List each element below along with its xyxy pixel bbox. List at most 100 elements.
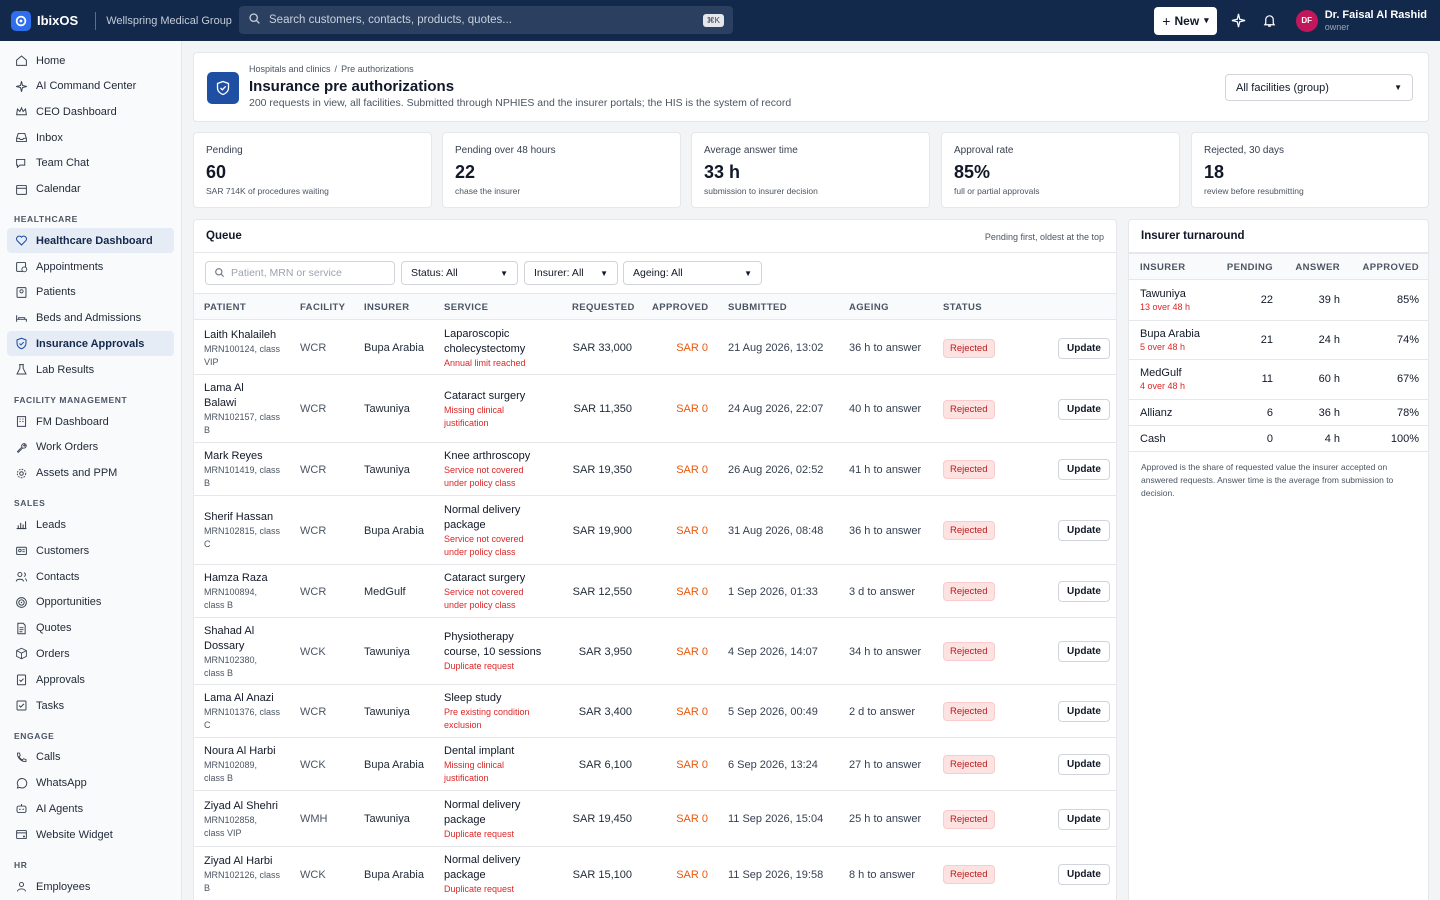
sidebar-item-whatsapp[interactable]: WhatsApp — [7, 771, 174, 796]
patient-name[interactable]: Lama Al Anazi — [204, 692, 274, 704]
column-header-submitted[interactable]: SUBMITTED — [728, 302, 788, 313]
patient-name[interactable]: Dossary — [204, 639, 245, 652]
sidebar-item-ai-agents[interactable]: AI Agents — [7, 796, 174, 821]
sidebar-item-quotes[interactable]: Quotes — [7, 616, 174, 641]
ageing-filter-select[interactable]: Ageing: All ▼ — [623, 261, 762, 285]
sidebar-item-insurance-approvals[interactable]: Insurance Approvals — [7, 331, 174, 357]
sidebar-item-ceo-dashboard[interactable]: CEO Dashboard — [7, 99, 174, 124]
sidebar-item-appointments[interactable]: Appointments — [7, 254, 174, 279]
queue-search-input[interactable]: Patient, MRN or service — [205, 261, 395, 285]
action-cell: Update — [1058, 443, 1110, 496]
patient-name[interactable]: Shahad Al — [204, 624, 255, 637]
update-button[interactable]: Update — [1058, 808, 1110, 830]
table-row[interactable]: Lama Al Balawi MRN102157, class B WCR Tawuniy… — [194, 375, 1116, 443]
column-header-insurer[interactable]: INSURER — [364, 302, 410, 313]
turnaround-column-approved[interactable]: APPROVED — [1362, 262, 1419, 273]
sidebar-item-lab-results[interactable]: Lab Results — [7, 357, 174, 382]
sidebar-item-calendar[interactable]: Calendar — [7, 177, 174, 202]
table-row[interactable]: Lama Al Anazi MRN101376, class C WCR Tawuniy… — [194, 685, 1116, 738]
breadcrumb-link[interactable]: Hospitals and clinics — [249, 64, 331, 74]
notifications-bell-icon[interactable] — [1260, 11, 1280, 31]
kpi-label: Pending over 48 hours — [455, 145, 556, 156]
sidebar-item-website-widget[interactable]: Website Widget — [7, 822, 174, 847]
patient-name[interactable]: Lama Al — [204, 382, 244, 394]
table-row[interactable]: Mark Reyes MRN101419, class B WCR Tawuniya Kn… — [194, 443, 1116, 496]
sidebar-item-tasks[interactable]: Tasks — [7, 693, 174, 718]
sidebar-item-ai-command-center[interactable]: AI Command Center — [7, 74, 174, 99]
column-header-status[interactable]: STATUS — [943, 302, 982, 313]
update-button[interactable]: Update — [1058, 337, 1110, 359]
breadcrumb: Hospitals and clinics / Pre authorizations — [249, 64, 414, 74]
table-row[interactable]: Ziyad Al Shehri MRN102858, class VIP WMH Taw… — [194, 791, 1116, 847]
sidebar-item-team-chat[interactable]: Team Chat — [7, 151, 174, 176]
sidebar-item-assets-and-ppm[interactable]: Assets and PPM — [7, 461, 174, 486]
global-search-input[interactable]: Search customers, contacts, products, qu… — [239, 6, 733, 34]
sidebar-item-healthcare-dashboard[interactable]: Healthcare Dashboard — [7, 228, 174, 254]
brand[interactable]: IbixOS Wellspring Medical Group — [0, 10, 232, 31]
column-header-service[interactable]: SERVICE — [444, 302, 489, 313]
status-filter-select[interactable]: Status: All ▼ — [401, 261, 518, 285]
update-button[interactable]: Update — [1058, 641, 1110, 662]
sidebar-item-employees[interactable]: Employees — [7, 874, 174, 899]
patient-name[interactable]: Mark Reyes — [204, 450, 263, 462]
sidebar-item-fm-dashboard[interactable]: FM Dashboard — [7, 409, 174, 434]
turnaround-row[interactable]: Cash 0 4 h 100% — [1129, 426, 1428, 452]
patient-name[interactable]: Ziyad Al Shehri — [204, 799, 278, 812]
turnaround-column-pending[interactable]: PENDING — [1226, 262, 1273, 273]
sidebar-item-opportunities[interactable]: Opportunities — [7, 590, 174, 615]
sidebar-item-inbox[interactable]: Inbox — [7, 125, 174, 150]
update-button[interactable]: Update — [1058, 754, 1110, 775]
patient-cell: Lama Al Anazi MRN101376, class C — [204, 685, 296, 738]
column-header-ageing[interactable]: AGEING — [849, 302, 889, 313]
insurer-filter-select[interactable]: Insurer: All ▼ — [524, 261, 618, 285]
sidebar-item-beds-and-admissions[interactable]: Beds and Admissions — [7, 306, 174, 331]
turnaround-row[interactable]: Tawuniya 13 over 48 h 22 39 h 85% — [1129, 281, 1428, 321]
patient-name[interactable]: Hamza Raza — [204, 572, 268, 584]
approval-rate: 74% — [1396, 334, 1419, 346]
update-button[interactable]: Update — [1058, 581, 1110, 602]
table-row[interactable]: Shahad Al Dossary MRN102380, class B WCK Tawu… — [194, 618, 1116, 685]
turnaround-row[interactable]: MedGulf 4 over 48 h 11 60 h 67% — [1129, 360, 1428, 400]
update-button[interactable]: Update — [1058, 701, 1110, 722]
sidebar-item-approvals[interactable]: Approvals — [7, 667, 174, 692]
user-menu[interactable]: Dr. Faisal Al Rashid owner — [1325, 9, 1427, 32]
status-badge: Rejected — [943, 582, 995, 601]
patient-name[interactable]: Laith Khalaileh — [204, 328, 277, 341]
sidebar-item-patients[interactable]: Patients — [7, 280, 174, 305]
turnaround-column-answer[interactable]: ANSWER — [1295, 262, 1340, 273]
sidebar-item-customers[interactable]: Customers — [7, 538, 174, 563]
patient-name[interactable]: Balawi — [204, 397, 237, 409]
update-button[interactable]: Update — [1058, 398, 1110, 420]
table-row[interactable]: Ziyad Al Harbi MRN102126, class B WCK Bupa A… — [194, 847, 1116, 900]
ai-sparkle-icon[interactable] — [1229, 11, 1249, 31]
sidebar-item-calls[interactable]: Calls — [7, 745, 174, 770]
sidebar-item-contacts[interactable]: Contacts — [7, 564, 174, 589]
update-button[interactable]: Update — [1058, 864, 1110, 885]
table-row[interactable]: Noura Al Harbi MRN102089, class B WCK Bupa A… — [194, 738, 1116, 791]
turnaround-row[interactable]: Allianz 6 36 h 78% — [1129, 400, 1428, 426]
patient-name[interactable]: Sherif Hassan — [204, 511, 274, 523]
sidebar-item-orders[interactable]: Orders — [7, 641, 174, 666]
table-row[interactable]: Sherif Hassan MRN102815, class C WCR Bupa Ar… — [194, 496, 1116, 565]
sidebar-item-work-orders[interactable]: Work Orders — [7, 435, 174, 460]
approved-amount: SAR 0 — [676, 645, 708, 658]
column-header-facility[interactable]: FACILITY — [300, 302, 346, 313]
patient-name[interactable]: Ziyad Al Harbi — [204, 855, 273, 867]
insurer-cell: Tawuniya — [364, 463, 410, 476]
sidebar-item-leads[interactable]: Leads — [7, 512, 174, 537]
facility-select[interactable]: All facilities (group) ▼ — [1225, 74, 1413, 101]
column-header-approved[interactable]: APPROVED — [652, 302, 709, 313]
user-avatar[interactable]: DF — [1295, 9, 1318, 32]
turnaround-column-insurer[interactable]: INSURER — [1140, 262, 1186, 273]
table-row[interactable]: Laith Khalaileh MRN100124, class VIP WCR Bup… — [194, 321, 1116, 375]
turnaround-row[interactable]: Bupa Arabia 5 over 48 h 21 24 h 74% — [1129, 321, 1428, 360]
table-row[interactable]: Hamza Raza MRN100894, class B WCR MedGulf Cat… — [194, 565, 1116, 618]
update-button[interactable]: Update — [1058, 520, 1110, 541]
patient-name[interactable]: Noura Al Harbi — [204, 745, 276, 757]
column-header-patient[interactable]: PATIENT — [204, 302, 247, 313]
new-button[interactable]: + New ▾ — [1154, 6, 1217, 35]
column-header-requested[interactable]: REQUESTED — [572, 302, 635, 313]
approved-amount: SAR 0 — [676, 342, 708, 354]
update-button[interactable]: Update — [1058, 459, 1110, 480]
sidebar-item-home[interactable]: Home — [7, 48, 174, 73]
